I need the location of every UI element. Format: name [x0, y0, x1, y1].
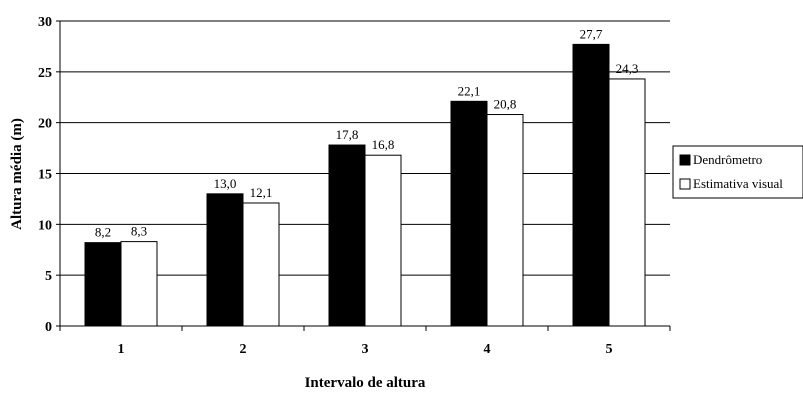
data-label: 27,7 [580, 26, 603, 41]
data-label: 20,8 [494, 97, 517, 112]
bar-estimativa-visual-3 [364, 154, 402, 327]
bar-estimativa-visual-5 [608, 78, 646, 327]
x-tick-label: 3 [362, 342, 369, 357]
y-axis-label: Altura média (m) [9, 118, 25, 230]
bar-dendrometro-5 [572, 43, 610, 327]
data-label: 17,8 [336, 127, 359, 142]
x-axis-label: Intervalo de altura [305, 375, 426, 391]
legend-label-dendrometro: Dendrômetro [693, 152, 762, 167]
y-tick-label: 5 [45, 269, 52, 284]
x-tick-label: 4 [484, 342, 491, 357]
y-tick-label: 10 [38, 218, 52, 233]
bar-dendrometro-4 [450, 100, 488, 327]
data-label: 12,1 [250, 185, 273, 200]
bar-estimativa-visual-4 [486, 114, 524, 327]
data-label: 8,2 [95, 225, 111, 240]
bar-dendrometro-3 [328, 144, 366, 327]
bar-dendrometro-1 [84, 242, 122, 327]
x-tick-labels: 1 2 3 4 5 [118, 342, 613, 357]
legend: Dendrômetro Estimativa visual [672, 145, 803, 199]
x-tick-label: 1 [118, 342, 125, 357]
data-label: 22,1 [458, 83, 481, 98]
data-label: 8,3 [131, 224, 147, 239]
x-tick-label: 5 [606, 342, 613, 357]
data-label: 13,0 [214, 176, 237, 191]
y-tick-label: 30 [38, 15, 52, 30]
legend-swatch-estimativa-visual [679, 178, 691, 190]
data-labels: 8,2 8,3 13,0 12,1 17,8 16,8 22,1 20,8 27,7 24,3 [95, 26, 639, 239]
legend-label-estimativa-visual: Estimativa visual [693, 176, 783, 191]
data-label: 24,3 [616, 61, 639, 76]
y-tick-label: 25 [38, 66, 52, 81]
y-tick-labels: 0 5 10 15 20 25 30 [38, 15, 52, 335]
bars-group [84, 43, 646, 327]
bar-estimativa-visual-2 [242, 202, 280, 327]
legend-box [672, 145, 803, 199]
legend-swatch-dendrometro [679, 154, 691, 166]
data-label: 16,8 [372, 137, 395, 152]
y-tick-label: 0 [45, 320, 52, 335]
bar-estimativa-visual-1 [120, 241, 158, 327]
bar-dendrometro-2 [206, 193, 244, 327]
y-tick-label: 20 [38, 117, 52, 132]
x-tick-label: 2 [240, 342, 247, 357]
axes [56, 20, 671, 331]
y-tick-label: 15 [38, 168, 52, 183]
